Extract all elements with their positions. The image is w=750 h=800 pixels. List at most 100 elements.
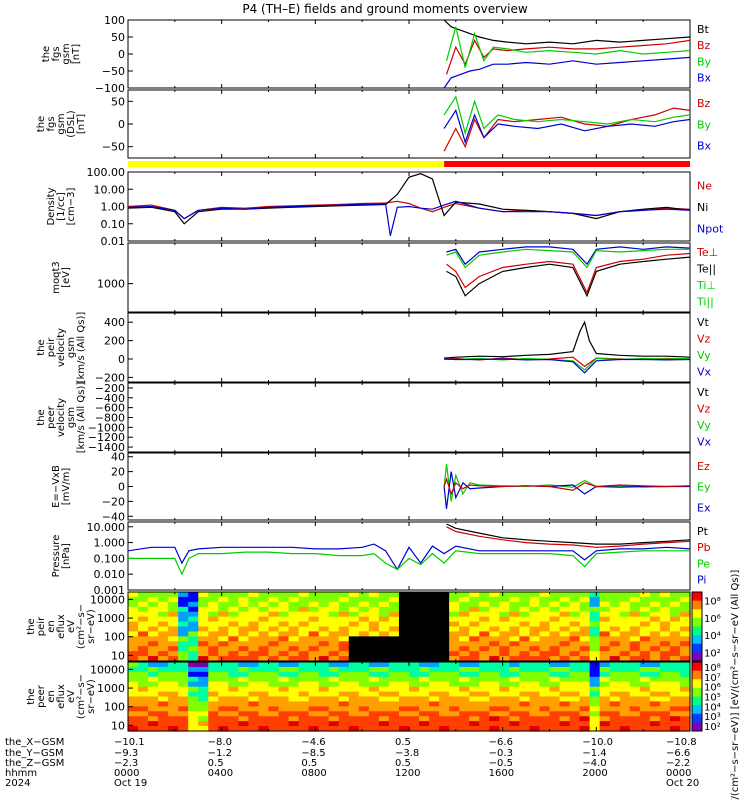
spectrogram-cell — [659, 616, 671, 623]
spectrogram-cell — [409, 726, 420, 732]
x-column-value: 0800 — [301, 768, 326, 779]
spectrogram-cell — [409, 621, 420, 628]
spectrogram-cell — [218, 706, 229, 712]
spectrogram-cell — [388, 686, 400, 693]
y-tick-label: −20 — [102, 495, 125, 508]
spectrogram-cell — [639, 671, 651, 678]
spectrogram-cell — [459, 631, 470, 637]
spectrogram-cell — [318, 686, 330, 693]
spectrogram-cell — [248, 626, 260, 633]
spectrogram-cell — [529, 616, 541, 623]
spectrogram-cell — [479, 606, 490, 613]
spectrogram-cell — [338, 601, 350, 608]
spectrogram-cell — [338, 726, 350, 732]
spectrogram-cell — [368, 691, 380, 698]
spectrogram-cell — [469, 716, 480, 722]
spectrogram-cell — [248, 656, 260, 662]
spectrogram-cell — [499, 671, 510, 678]
spectrogram-cell — [348, 696, 360, 703]
spectrogram-cell — [308, 601, 320, 608]
spectrogram-cell — [629, 666, 641, 673]
spectrogram-cell — [288, 592, 300, 598]
spectrogram-cell — [318, 636, 330, 642]
y-tick-label: 10000 — [90, 593, 125, 606]
spectrogram-cell — [268, 721, 280, 727]
spectrogram-cell — [589, 681, 601, 688]
spectrogram-cell — [278, 716, 290, 722]
spectrogram-cell — [459, 606, 470, 613]
spectrogram-cell — [278, 686, 290, 693]
spectrogram-cell — [328, 646, 340, 652]
spectrogram-cell — [318, 666, 330, 673]
spectrogram-cell — [609, 646, 621, 652]
spectrogram-cell — [559, 711, 571, 717]
spectrogram-cell — [288, 721, 300, 727]
spectrogram-cell — [639, 606, 651, 613]
spectrogram-cell — [499, 641, 510, 647]
x-column-value: −8.0 — [208, 737, 232, 748]
spectrogram-cell — [549, 701, 561, 707]
spectrogram-cell — [358, 696, 370, 703]
spectrogram-cell — [629, 696, 641, 703]
spectrogram-cell — [509, 671, 520, 678]
spectrogram-cell — [439, 646, 450, 652]
spectrogram-cell — [398, 686, 410, 693]
spectrogram-cell — [669, 666, 681, 673]
spectrogram-cell — [469, 656, 480, 662]
spectrogram-cell — [158, 592, 169, 598]
spectrogram-cell — [489, 721, 500, 727]
spectrogram-cell — [479, 721, 490, 727]
y-axis-label-line: fgs — [46, 116, 57, 131]
spectrogram-cell — [358, 706, 370, 712]
y-axis-label-line: [mV/m] — [61, 468, 72, 506]
spectrogram-cell — [128, 621, 139, 628]
spectrogram-cell — [529, 641, 541, 647]
spectrogram-cell — [529, 631, 541, 637]
spectrogram-cell — [228, 656, 239, 662]
y-axis-label-line: fgs — [51, 46, 62, 61]
spectrogram-cell — [669, 701, 681, 707]
spectrogram-cell — [449, 646, 460, 652]
colorbar-frame — [691, 661, 703, 732]
spectrogram-cell — [459, 616, 470, 623]
spectrogram-cell — [589, 611, 601, 618]
spectrogram-cell — [178, 651, 189, 657]
spectrogram-cell — [469, 711, 480, 717]
spectrogram-cell — [238, 596, 250, 603]
spectrogram-cell — [459, 711, 470, 717]
spectrogram-cell — [479, 666, 490, 673]
spectrogram-cell — [288, 696, 300, 703]
spectrogram-cell — [228, 592, 239, 598]
spectrogram-cell — [298, 701, 310, 707]
spectrogram-cell — [459, 662, 470, 668]
spectrogram-cell — [589, 636, 601, 642]
spectrogram-cell — [278, 641, 290, 647]
spectrogram-cell — [288, 681, 300, 688]
spectrogram-cell — [589, 726, 601, 732]
spectrogram-cell — [419, 711, 430, 717]
spectrogram-cell — [238, 646, 250, 652]
colorbar-tick-label: 10⁶ — [704, 614, 721, 625]
y-tick-label: 400 — [104, 316, 125, 329]
spectrogram-cell — [679, 596, 691, 603]
colorbar-band — [692, 679, 702, 689]
spectrogram-cell — [679, 641, 691, 647]
spectrogram-cell — [378, 626, 390, 633]
spectrogram-cell — [569, 681, 581, 688]
spectrogram-cell — [609, 656, 621, 662]
spectrogram-cell — [278, 691, 290, 698]
spectrogram-cell — [409, 636, 420, 642]
spectrogram-cell — [168, 601, 179, 608]
spectrogram-cell — [579, 691, 591, 698]
spectrogram-cell — [288, 621, 300, 628]
spectrogram-cell — [368, 606, 380, 613]
spectrogram-cell — [539, 631, 551, 637]
spectrogram-cell — [158, 626, 169, 633]
spectrogram-cell — [388, 646, 400, 652]
spectrogram-cell — [168, 651, 179, 657]
spectrogram-cell — [138, 662, 149, 668]
spectrogram-cell — [449, 726, 460, 732]
spectrogram-cell — [218, 716, 229, 722]
spectrogram-cell — [629, 662, 641, 668]
spectrogram-cell — [288, 626, 300, 633]
